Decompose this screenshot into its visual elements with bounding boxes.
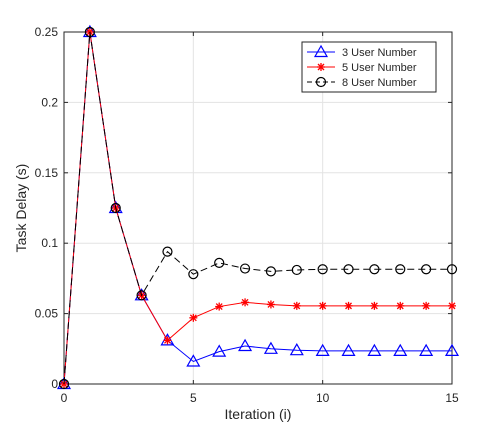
asterisk-stroke: [241, 298, 249, 306]
data-point-5-user-number: [189, 313, 198, 322]
y-tick-label: 0.25: [35, 25, 59, 39]
x-tick-label: 15: [445, 391, 459, 405]
legend: 3 User Number 5 User Number 8 User Number: [301, 41, 437, 93]
legend-marker-3-user-number: [313, 44, 329, 58]
data-point-8-user-number: [343, 264, 354, 275]
y-tick-label: 0.05: [35, 307, 59, 321]
series-group: [56, 24, 460, 390]
asterisk-stroke: [293, 302, 301, 310]
data-point-3-user-number: [263, 341, 278, 354]
series-8-user-number: [58, 26, 458, 390]
data-point-3-user-number: [289, 342, 304, 356]
data-point-5-user-number: [163, 336, 172, 345]
data-point-8-user-number: [84, 26, 95, 38]
data-point-5-user-number: [318, 301, 327, 310]
data-point-5-user-number: [266, 300, 275, 309]
asterisk-stroke: [422, 302, 430, 310]
asterisk-stroke: [189, 314, 197, 322]
data-point-3-user-number: [444, 343, 460, 357]
asterisk-stroke: [396, 302, 404, 310]
data-point-8-user-number: [446, 264, 458, 275]
asterisk-stroke: [448, 302, 456, 310]
y-axis-title: Task Delay (s): [13, 164, 29, 253]
asterisk-stroke: [319, 302, 327, 310]
data-point-8-user-number: [317, 264, 328, 275]
data-point-8-user-number: [421, 264, 432, 275]
data-point-5-user-number: [422, 301, 431, 310]
plot-area-frame: [63, 31, 453, 385]
data-point-3-user-number: [186, 354, 201, 367]
data-point-3-user-number: [212, 344, 227, 357]
asterisk-stroke: [164, 336, 171, 344]
data-point-3-user-number: [238, 338, 253, 352]
y-tick-label: 0.1: [41, 236, 58, 250]
axis-ticks: 0 5 10 15 0 0.05 0.1 0.15 0.2 0.25: [35, 25, 459, 405]
data-point-5-user-number: [448, 301, 456, 310]
data-point-5-user-number: [396, 301, 405, 310]
y-tick-label: 0.2: [41, 95, 58, 109]
asterisk-stroke: [345, 302, 352, 310]
x-axis-title: Iteration (i): [225, 406, 292, 422]
y-tick-label: 0: [51, 377, 58, 391]
data-point-3-user-number: [160, 333, 175, 346]
data-point-3-user-number: [315, 343, 330, 357]
data-point-8-user-number: [110, 202, 121, 214]
data-point-5-user-number: [292, 301, 301, 310]
legend-label-3-user-number: 3 User Number: [342, 47, 417, 59]
x-tick-label: 10: [316, 391, 330, 405]
data-point-8-user-number: [369, 264, 380, 275]
data-point-3-user-number: [393, 343, 408, 357]
asterisk-stroke: [370, 302, 378, 310]
legend-marker-8-user-number: [315, 76, 327, 88]
data-point-8-user-number: [239, 263, 251, 274]
x-tick-label: 0: [61, 391, 68, 405]
y-tick-label: 0.15: [35, 166, 59, 180]
asterisk-stroke: [317, 63, 325, 71]
data-point-8-user-number: [58, 378, 70, 390]
series-line-8-user-number: [63, 31, 452, 385]
x-tick-label: 5: [190, 391, 197, 405]
data-point-8-user-number: [188, 269, 199, 280]
asterisk-stroke: [267, 300, 275, 308]
legend-label-5-user-number: 5 User Number: [342, 62, 417, 74]
asterisk-stroke: [215, 303, 223, 311]
data-point-3-user-number: [341, 343, 356, 357]
legend-marker-5-user-number: [317, 63, 325, 71]
data-point-8-user-number: [395, 264, 406, 275]
data-point-8-user-number: [162, 246, 173, 257]
legend-label-8-user-number: 8 User Number: [342, 77, 417, 89]
data-point-3-user-number: [419, 343, 434, 357]
data-point-3-user-number: [367, 343, 382, 357]
data-point-8-user-number: [214, 257, 225, 269]
data-point-8-user-number: [265, 266, 277, 277]
data-point-5-user-number: [241, 298, 250, 307]
data-point-5-user-number: [370, 301, 379, 310]
data-point-5-user-number: [215, 302, 224, 311]
data-point-8-user-number: [136, 290, 147, 301]
data-point-8-user-number: [291, 264, 302, 276]
data-point-5-user-number: [344, 301, 353, 310]
